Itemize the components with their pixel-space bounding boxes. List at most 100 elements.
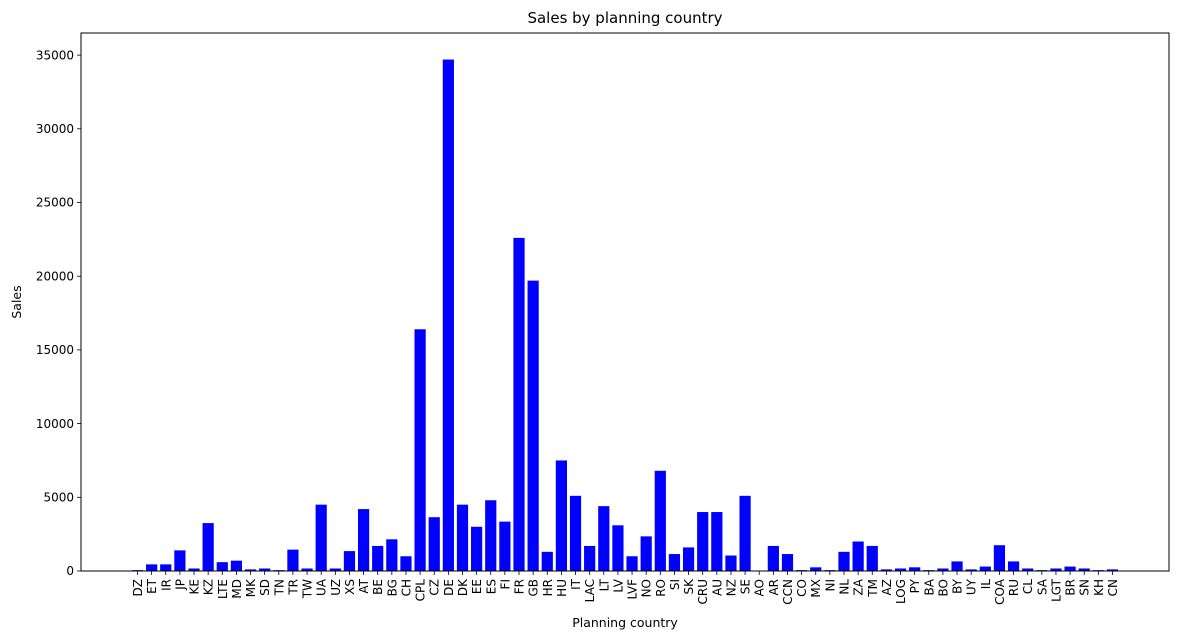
bar-hr xyxy=(542,552,553,571)
bar-ar xyxy=(768,546,779,571)
bar-cpl xyxy=(415,329,426,571)
plot-frame xyxy=(81,33,1169,571)
x-axis-label: Planning country xyxy=(572,615,678,630)
y-tick-label: 0 xyxy=(66,564,74,578)
x-tick-label: BE xyxy=(371,579,385,595)
x-tick-label: SI xyxy=(668,579,682,590)
bar-no xyxy=(641,536,652,571)
x-tick-label: ZA xyxy=(852,578,866,595)
x-tick-label: TM xyxy=(866,579,880,598)
bar-bg xyxy=(386,539,397,571)
x-tick-label: AR xyxy=(767,579,781,596)
bar-ccn xyxy=(782,554,793,571)
x-tick-label: BY xyxy=(951,578,965,594)
bars-group xyxy=(132,60,1118,571)
x-tick-label: SA xyxy=(1035,578,1049,595)
x-tick-label: NO xyxy=(640,579,654,597)
bar-ua xyxy=(316,505,327,571)
bar-ch xyxy=(400,556,411,571)
bar-by xyxy=(951,561,962,571)
x-tick-label: CH xyxy=(399,579,413,596)
x-tick-label: MK xyxy=(244,578,258,597)
x-tick-label: AO xyxy=(753,579,767,596)
x-tick-label: COA xyxy=(993,578,1007,605)
x-tick-label: NI xyxy=(823,579,837,592)
y-tick-label: 25000 xyxy=(36,196,74,210)
bar-hu xyxy=(556,460,567,571)
x-tick-label: EE xyxy=(470,579,484,594)
bar-br xyxy=(1064,567,1075,571)
bar-gb xyxy=(528,281,539,571)
x-tick-label: LVF xyxy=(626,579,640,600)
x-tick-label: TR xyxy=(286,579,300,596)
x-tick-label: ES xyxy=(484,579,498,594)
x-tick-label: BA xyxy=(922,578,936,595)
x-tick-label: FR xyxy=(513,579,527,594)
bar-au xyxy=(711,512,722,571)
y-tick-label: 30000 xyxy=(36,122,74,136)
bar-dk xyxy=(457,505,468,571)
x-tick-label: KE xyxy=(188,579,202,594)
x-tick-label: HU xyxy=(555,579,569,597)
bar-lvf xyxy=(626,556,637,571)
bar-sk xyxy=(683,547,694,571)
bar-cz xyxy=(429,517,440,571)
bar-xs xyxy=(344,551,355,571)
bar-ir xyxy=(160,564,171,571)
x-tick-label: LV xyxy=(611,578,625,592)
x-tick-label: JP xyxy=(173,579,187,591)
x-tick-label: TN xyxy=(272,579,286,596)
x-tick-label: SE xyxy=(739,579,753,594)
bar-it xyxy=(570,496,581,571)
x-tick-label: CCN xyxy=(781,579,795,605)
x-tick-label: CRU xyxy=(696,579,710,605)
bar-md xyxy=(231,561,242,571)
bar-ro xyxy=(655,471,666,571)
x-tick-label: UY xyxy=(965,578,979,595)
bar-lv xyxy=(612,525,623,571)
x-tick-label: FI xyxy=(498,579,512,589)
x-tick-label: DE xyxy=(442,579,456,596)
bar-il xyxy=(980,567,991,571)
x-tick-label: SK xyxy=(682,578,696,595)
x-tick-label: TW xyxy=(301,579,315,599)
x-tick-label: IT xyxy=(569,578,583,590)
x-tick-label: MD xyxy=(230,579,244,599)
y-axis-label: Sales xyxy=(9,285,24,318)
x-tick-label: HR xyxy=(541,579,555,596)
x-tick-label: CPL xyxy=(414,579,428,602)
x-tick-label: LOG xyxy=(894,579,908,604)
x-tick-label: BR xyxy=(1064,579,1078,596)
x-tick-label: IR xyxy=(159,579,173,591)
x-tick-label: KH xyxy=(1092,579,1106,596)
y-tick-label: 15000 xyxy=(36,343,74,357)
bar-mx xyxy=(810,567,821,571)
x-tick-label: RU xyxy=(1007,579,1021,596)
x-tick-label: DZ xyxy=(131,579,145,596)
x-tick-label: ET xyxy=(145,578,159,594)
bar-lt xyxy=(598,506,609,571)
y-tick-label: 20000 xyxy=(36,269,74,283)
bar-es xyxy=(485,500,496,571)
x-tick-label: XS xyxy=(343,579,357,595)
x-tick-label: LTE xyxy=(216,579,230,599)
x-tick-label: LT xyxy=(597,578,611,591)
bar-lac xyxy=(584,546,595,571)
x-tick-label: MX xyxy=(809,579,823,598)
x-tick-label: SD xyxy=(258,579,272,596)
bar-jp xyxy=(174,550,185,571)
x-tick-label: UA xyxy=(315,578,329,596)
x-tick-label: CL xyxy=(1021,579,1035,594)
bar-nz xyxy=(725,556,736,571)
bar-tr xyxy=(287,550,298,571)
bar-se xyxy=(739,496,750,571)
bar-za xyxy=(853,542,864,571)
x-tick-label: AT xyxy=(357,578,371,593)
bar-coa xyxy=(994,545,1005,571)
bar-fr xyxy=(513,238,524,571)
bar-py xyxy=(909,567,920,571)
x-tick-label: NL xyxy=(838,579,852,595)
